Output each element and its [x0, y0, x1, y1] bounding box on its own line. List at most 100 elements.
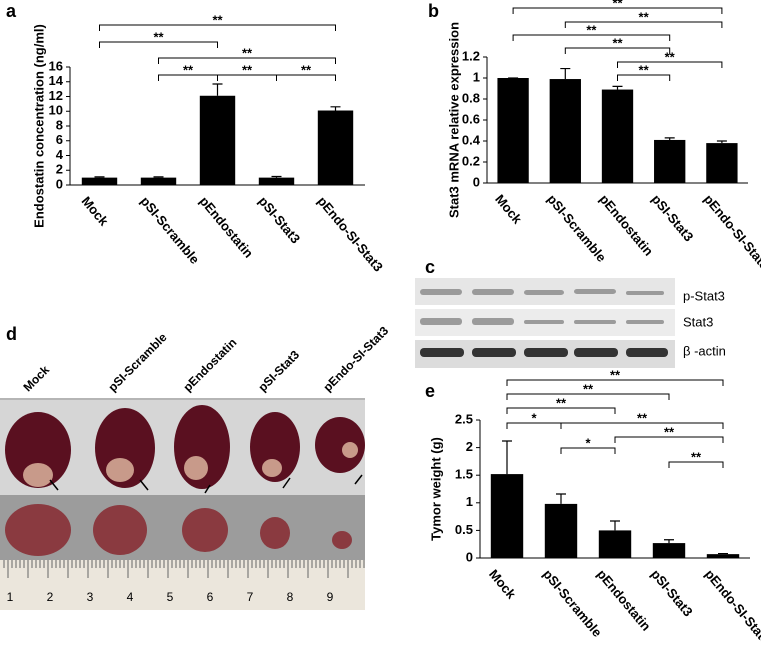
y-tick-label: 0.8: [462, 90, 480, 105]
bar: [652, 543, 686, 558]
lane-label: pSI-Scramble: [105, 330, 169, 394]
blot-label: Stat3: [683, 314, 713, 329]
significance-label: **: [212, 12, 223, 27]
tumor-photo: [0, 398, 365, 610]
significance-bracket: [512, 7, 723, 14]
x-tick-label: pEndostatin: [594, 566, 654, 633]
bar: [654, 139, 686, 183]
significance-label: **: [691, 449, 702, 464]
panel-letter: d: [6, 324, 17, 344]
significance-label: **: [583, 381, 594, 396]
error-bar: [556, 493, 566, 504]
x-tick-label: pEndostatin: [597, 191, 657, 258]
significance-bracket: [617, 74, 671, 81]
bar: [706, 143, 738, 183]
y-tick-label: 10: [49, 103, 63, 118]
y-tick-label: 4: [56, 147, 64, 162]
significance-label: **: [612, 35, 623, 50]
error-bar: [664, 137, 675, 140]
significance-label: **: [242, 62, 253, 77]
ruler-number: 8: [287, 590, 294, 604]
bar: [490, 474, 524, 558]
ruler-number: 2: [47, 590, 54, 604]
bar: [598, 530, 632, 558]
error-bar: [94, 176, 105, 178]
significance-bracket: [276, 74, 336, 81]
error-bar: [716, 140, 727, 144]
ruler-number: 9: [327, 590, 334, 604]
ruler-number: 5: [167, 590, 174, 604]
significance-bracket: [560, 447, 616, 454]
significance-label: **: [183, 62, 194, 77]
significance-label: **: [153, 29, 164, 44]
significance-label: **: [665, 49, 676, 64]
x-tick-label: pEndo-SI-Stat3: [701, 191, 761, 272]
error-bar: [610, 520, 620, 531]
significance-label: **: [556, 395, 567, 410]
significance-label: **: [586, 22, 597, 37]
x-tick-label: pSI-Stat3: [648, 566, 696, 619]
ruler-number: 3: [87, 590, 94, 604]
error-bar: [212, 83, 223, 96]
y-tick-label: 16: [49, 58, 63, 73]
significance-bracket: [614, 436, 724, 443]
y-tick-label: 1.5: [455, 467, 473, 482]
bar: [497, 78, 529, 183]
x-tick-label: Mock: [486, 566, 519, 602]
bar: [258, 177, 295, 185]
bar: [140, 177, 177, 185]
bar: [601, 89, 634, 183]
lane-label: pEndostatin: [180, 335, 239, 394]
y-tick-label: 0: [56, 176, 63, 191]
significance-label: **: [639, 9, 650, 24]
x-tick-label: pSI-Stat3: [256, 193, 304, 246]
blot-label: β -actin: [683, 343, 726, 358]
y-tick-label: 0.6: [462, 111, 480, 126]
y-tick-label: 8: [56, 117, 63, 132]
x-tick-label: Mock: [79, 193, 112, 229]
error-bar: [612, 85, 623, 90]
y-tick-label: 0.2: [462, 153, 480, 168]
bar: [81, 177, 118, 185]
x-tick-label: pEndo-SI-Stat3: [315, 193, 386, 274]
error-bar: [664, 539, 674, 544]
y-tick-label: 14: [49, 73, 64, 88]
y-tick-label: 0.5: [455, 522, 473, 537]
y-tick-label: 2: [466, 439, 473, 454]
ruler-number: 1: [7, 590, 14, 604]
significance-label: *: [585, 435, 591, 450]
significance-label: **: [242, 45, 253, 60]
lane-label: pEndo-SI-Stat3: [320, 323, 391, 394]
error-bar: [153, 176, 164, 178]
significance-bracket: [512, 34, 671, 41]
panel-letter: c: [425, 257, 435, 277]
ruler-number: 6: [207, 590, 214, 604]
y-tick-label: 0: [473, 174, 480, 189]
x-tick-label: pSI-Stat3: [649, 191, 697, 244]
significance-label: **: [664, 424, 675, 439]
bar: [199, 95, 236, 185]
significance-label: **: [301, 62, 312, 77]
y-tick-label: 1: [466, 494, 473, 509]
x-tick-label: pEndostatin: [197, 193, 257, 260]
significance-bracket: [99, 24, 336, 31]
y-tick-label: 2.5: [455, 411, 473, 426]
significance-bracket: [158, 57, 336, 64]
x-tick-label: pEndo-SI-Stat3: [702, 566, 761, 645]
significance-bracket: [560, 422, 724, 429]
significance-label: **: [612, 0, 623, 10]
y-tick-label: 1: [473, 69, 480, 84]
western-blot: [415, 278, 675, 368]
y-tick-label: 0.4: [462, 132, 481, 147]
panel-letter: e: [425, 381, 435, 401]
blot-label: p-Stat3: [683, 288, 725, 303]
bar: [549, 79, 581, 183]
significance-bracket: [506, 393, 670, 400]
panel-letter: a: [6, 1, 17, 21]
y-tick-label: 6: [56, 132, 63, 147]
y-axis-label: Stat3 mRNA relative expression: [446, 22, 461, 218]
bar: [317, 110, 354, 185]
y-tick-label: 0: [466, 549, 473, 564]
significance-bracket: [668, 461, 724, 468]
error-bar: [271, 175, 282, 178]
